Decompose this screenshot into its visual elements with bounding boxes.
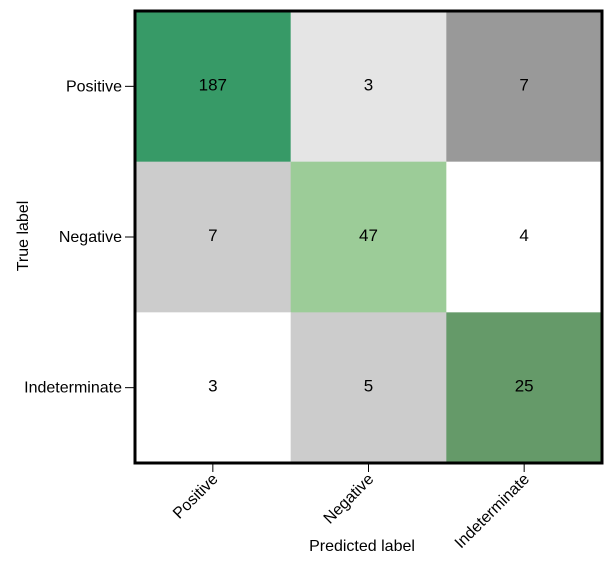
- x-axis-title: Predicted label: [309, 538, 415, 555]
- y-axis-title: True label: [15, 201, 32, 272]
- x-tick-label: Indeterminate: [452, 471, 533, 552]
- heatmap-cell-positive-negative: [290, 11, 447, 163]
- cell-value-label: 3: [208, 377, 217, 396]
- heatmap-cell-positive-positive: [135, 11, 292, 163]
- cell-value-label: 7: [519, 75, 528, 94]
- heatmap-cell-labels: 187 3 7 7 47 4 3 5 25: [199, 75, 534, 395]
- heatmap-cell-positive-indeterminate: [446, 11, 603, 163]
- heatmap-cell-indeterminate-negative: [290, 312, 447, 464]
- heatmap-cell-negative-negative: [290, 161, 447, 313]
- y-tick-label: Negative: [59, 229, 122, 246]
- cell-value-label: 47: [359, 226, 378, 245]
- y-tick-label: Positive: [66, 78, 122, 95]
- x-tick-label: Positive: [170, 471, 222, 523]
- x-tick-label: Negative: [321, 471, 378, 528]
- cell-value-label: 7: [208, 226, 217, 245]
- cell-value-label: 187: [199, 75, 227, 94]
- cell-value-label: 3: [364, 75, 373, 94]
- heatmap-cells: [135, 11, 603, 464]
- y-tick-label: Indeterminate: [24, 380, 122, 397]
- heatmap-cell-negative-positive: [135, 161, 292, 313]
- cell-value-label: 25: [515, 377, 534, 396]
- cell-value-label: 5: [364, 377, 373, 396]
- heatmap-cell-negative-indeterminate: [446, 161, 603, 313]
- cell-value-label: 4: [519, 226, 528, 245]
- y-axis-ticks: Positive Negative Indeterminate: [24, 78, 135, 397]
- heatmap-cell-indeterminate-positive: [135, 312, 292, 464]
- heatmap-cell-indeterminate-indeterminate: [446, 312, 603, 464]
